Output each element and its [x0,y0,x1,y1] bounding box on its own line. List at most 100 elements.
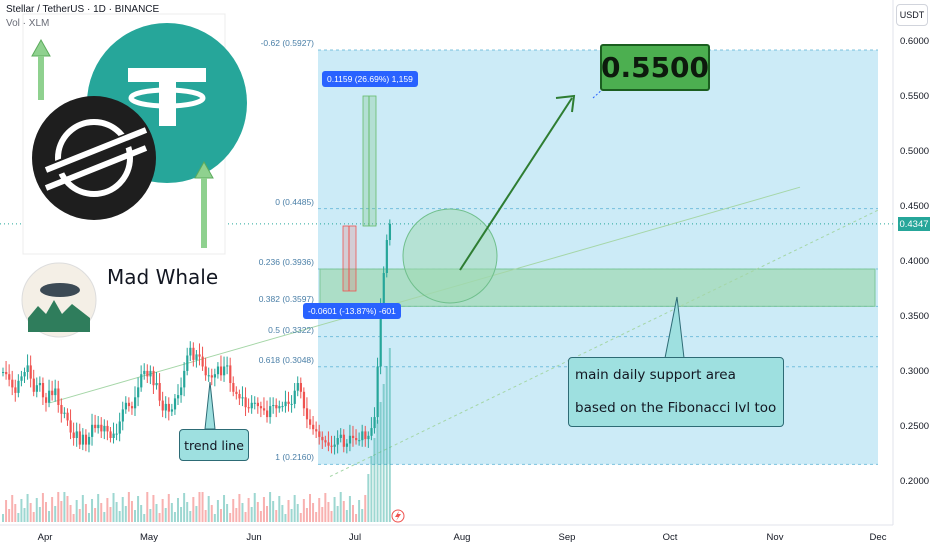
volume-bar [379,402,382,522]
volume-bar [35,498,38,522]
candle-body [376,366,379,418]
candle-body [173,398,177,410]
tether-bar [128,68,206,82]
volume-bar [361,509,364,522]
candle-body [195,354,198,360]
fib-level-label: 0.236 (0.3936) [258,257,314,268]
candle-body [161,400,164,411]
price-tick-label: 0.2000 [900,476,930,487]
volume-label: Vol · XLM [6,18,50,29]
candle-body [198,354,201,357]
candle-body [235,391,238,394]
candle-body [158,383,161,401]
volume-bar [376,420,379,522]
volume-bar [256,502,259,522]
volume-bar [173,512,176,522]
candle-body [253,402,256,404]
up-arrow-left-shaft [38,56,44,100]
candle-body [2,372,5,373]
candle-body [60,405,63,414]
candle-body [155,383,158,386]
candle-body [284,401,287,407]
volume-bar [385,366,388,522]
volume-bar [287,500,290,522]
volume-bar [66,496,69,522]
volume-bar [367,474,370,522]
price-tick-label: 0.5500 [900,91,930,102]
candle-body [358,440,361,442]
candle-body [115,433,118,435]
volume-bar [121,497,124,522]
volume-bar [87,513,90,522]
volume-bar [143,514,146,522]
candle-body [351,435,355,438]
volume-bar [60,501,63,522]
volume-bar [152,495,155,522]
candle-body [321,436,324,441]
candle-body [309,419,312,425]
candle-body [379,306,382,367]
candle-body [23,372,26,377]
candle-body [183,370,186,388]
volume-bar [284,514,287,522]
candle-body [140,374,143,388]
price-tick-label: 0.4500 [900,201,930,212]
measure-up-label: 0.1159 (26.69%) 1,159 [322,71,418,87]
volume-bar [140,505,143,522]
volume-bar [312,503,315,522]
brand-name: Mad Whale [107,265,219,289]
volume-bar [158,513,161,522]
volume-bar [161,499,164,522]
candle-body [106,425,109,432]
volume-bar [272,501,275,522]
candle-body [241,397,244,399]
volume-bar [54,506,57,522]
stellar-stripe2 [44,145,148,191]
volume-bar [333,497,336,522]
candle-body [35,385,38,392]
volume-bar [232,499,235,522]
candle-body [84,434,88,445]
volume-bar [155,504,158,522]
candle-body [327,442,330,446]
volume-bar [130,501,133,522]
price-tick-label: 0.3500 [900,311,930,322]
volume-bar [84,504,87,522]
candle-body [118,421,121,434]
currency-button[interactable]: USDT [896,4,928,26]
volume-bar [241,503,244,522]
volume-bar [315,512,318,522]
up-arrow-right-shaft [201,178,207,248]
volume-bar [11,495,14,522]
volume-bar [351,505,354,522]
volume-bar [238,494,241,522]
volume-bar [14,504,17,522]
candle-body [342,434,345,447]
candle-body [210,375,213,378]
volume-bar [345,510,348,522]
tether-stem [159,76,176,126]
volume-bar [48,511,51,522]
price-tick-label: 0.3000 [900,366,930,377]
volume-bar [382,384,385,522]
candle-body [149,370,152,377]
time-tick-label: Oct [662,532,678,543]
candle-body [382,273,385,306]
volume-bar [207,496,210,522]
volume-bar [72,514,75,522]
candle-body [11,379,14,388]
volume-bar [330,511,333,522]
volume-bar [364,495,367,522]
candle-body [229,365,232,383]
candle-body [137,387,140,398]
candle-body [324,440,327,443]
current-price-tag: 0.4347 [898,217,930,231]
volume-bar [146,492,149,522]
volume-bar [305,508,308,522]
candle-body [293,390,296,404]
volume-bar [275,510,278,522]
volume-bar [69,505,72,522]
volume-bar [201,492,204,522]
